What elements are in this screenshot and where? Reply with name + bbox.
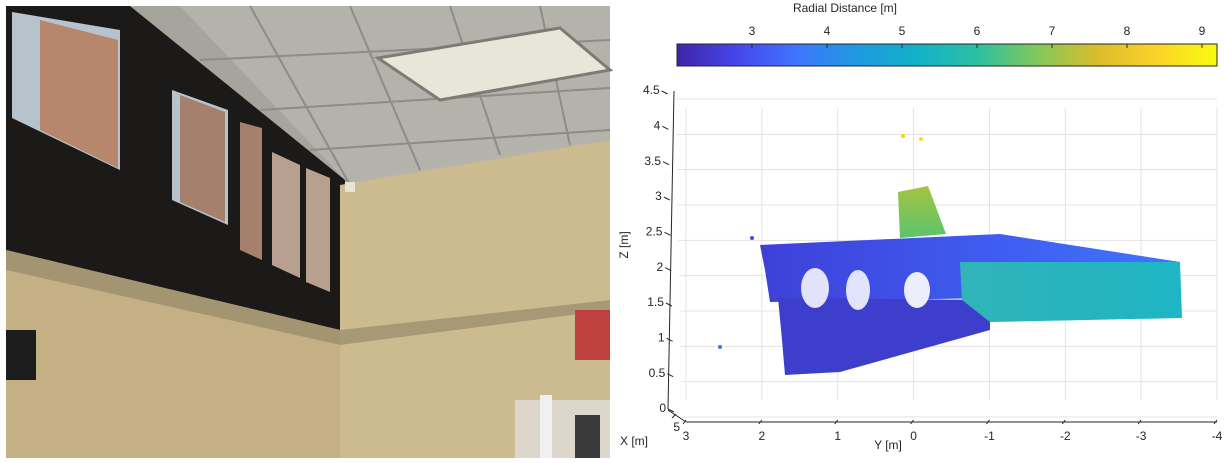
y-tick-label: 1 bbox=[834, 429, 841, 443]
y-tick-label: 3 bbox=[683, 429, 690, 443]
y-tick-label: -3 bbox=[1136, 429, 1147, 443]
y-tick-label: 2 bbox=[759, 429, 766, 443]
z-tick bbox=[662, 91, 668, 94]
figure: Radial Distance [m] X [m] Y [m] Z [m] 3 4… bbox=[0, 0, 1225, 458]
colorbar-tick-label: 3 bbox=[749, 24, 756, 38]
photo bbox=[6, 6, 610, 458]
colorbar-label: Radial Distance [m] bbox=[793, 1, 897, 15]
z-tick-label: 3.5 bbox=[644, 154, 661, 168]
z-axis-line bbox=[668, 91, 674, 409]
z-tick bbox=[662, 126, 668, 129]
y-tick-label: -4 bbox=[1212, 429, 1223, 443]
y-axis-label: Y [m] bbox=[874, 438, 902, 452]
z-tick-label: 0.5 bbox=[649, 366, 666, 380]
y-tick-label: -2 bbox=[1060, 429, 1071, 443]
x-axis-label: X [m] bbox=[620, 434, 648, 448]
colorbar-tick-label: 8 bbox=[1124, 24, 1131, 38]
colorbar-tick-label: 7 bbox=[1049, 24, 1056, 38]
z-tick-label: 1 bbox=[658, 331, 665, 345]
colorbar-tick-label: 5 bbox=[899, 24, 906, 38]
z-tick-label: 2 bbox=[656, 260, 663, 274]
z-tick bbox=[663, 162, 669, 165]
z-tick-label: 2.5 bbox=[646, 225, 663, 239]
y-tick-label: 0 bbox=[910, 429, 917, 443]
z-tick bbox=[664, 197, 670, 200]
y-tick-label: -1 bbox=[984, 429, 995, 443]
z-tick-label: 3 bbox=[655, 189, 662, 203]
colorbar bbox=[677, 44, 1217, 66]
z-tick bbox=[666, 303, 672, 306]
x-tick-label: 5 bbox=[673, 420, 680, 434]
z-tick-label: 1.5 bbox=[647, 295, 664, 309]
z-axis-label: Z [m] bbox=[617, 231, 631, 258]
z-tick-label: 4.5 bbox=[643, 83, 660, 97]
z-tick-label: 0 bbox=[659, 401, 666, 415]
z-tick-label: 4 bbox=[654, 119, 661, 133]
colorbar-tick-label: 9 bbox=[1199, 24, 1206, 38]
colorbar-tick-label: 6 bbox=[974, 24, 981, 38]
z-tick bbox=[664, 232, 670, 235]
colorbar-tick-label: 4 bbox=[824, 24, 831, 38]
